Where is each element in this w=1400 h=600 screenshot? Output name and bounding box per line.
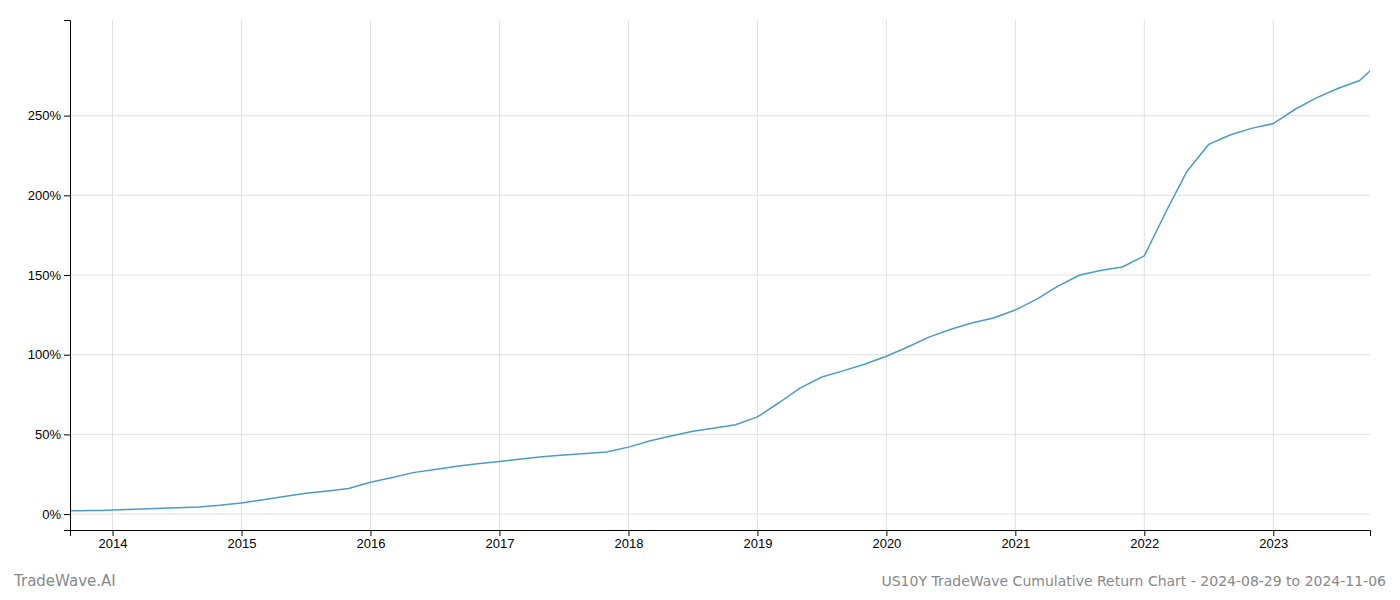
x-tick: 2021 — [1001, 530, 1030, 551]
y-tick-mark — [64, 514, 70, 515]
x-tick-label: 2018 — [614, 536, 643, 551]
y-tick: 100% — [28, 347, 70, 362]
x-tick-mark — [499, 530, 500, 536]
y-tick: 50% — [35, 427, 70, 442]
x-tick-label: 2015 — [228, 536, 257, 551]
grid-line — [70, 115, 1370, 116]
y-tick-mark — [64, 434, 70, 435]
y-tick-label: 100% — [28, 347, 62, 362]
x-tick-mark — [370, 530, 371, 536]
x-axis-line — [71, 531, 1371, 537]
x-tick-label: 2022 — [1130, 536, 1159, 551]
y-tick: 200% — [28, 188, 70, 203]
line — [70, 71, 1370, 511]
x-tick: 2018 — [614, 530, 643, 551]
y-tick-label: 150% — [28, 268, 62, 283]
y-tick: 0% — [42, 507, 70, 522]
y-tick-mark — [64, 355, 70, 356]
y-tick-label: 50% — [35, 427, 61, 442]
x-tick-label: 2017 — [486, 536, 515, 551]
x-tick: 2017 — [486, 530, 515, 551]
y-tick: 250% — [28, 108, 70, 123]
chart: 2014 2015 2016 2017 2018 2019 2020 2021 2022 2023… — [0, 0, 1400, 600]
y-tick-mark — [64, 275, 70, 276]
marks — [70, 71, 1370, 511]
x-tick-label: 2014 — [99, 536, 128, 551]
x-tick-mark — [1144, 530, 1145, 536]
x-tick-mark — [628, 530, 629, 536]
y-tick-label: 250% — [28, 108, 62, 123]
x-tick-label: 2023 — [1259, 536, 1288, 551]
x-tick: 2022 — [1130, 530, 1159, 551]
x-tick-mark — [886, 530, 887, 536]
y-tick-mark — [64, 116, 70, 117]
x-tick-label: 2016 — [357, 536, 386, 551]
x-tick: 2020 — [872, 530, 901, 551]
grid-line — [70, 514, 1370, 515]
x-tick: 2014 — [99, 530, 128, 551]
title: US10Y TradeWave Cumulative Return Chart … — [881, 573, 1386, 589]
y-tick-label: 0% — [42, 507, 61, 522]
plot: 2014 2015 2016 2017 2018 2019 2020 2021 2022 2023… — [28, 20, 1371, 551]
x-tick: 2019 — [743, 530, 772, 551]
y-tick: 150% — [28, 268, 70, 283]
x-tick-mark — [113, 530, 114, 536]
x-tick: 2015 — [228, 530, 257, 551]
grid-line — [70, 275, 1370, 276]
x-tick-label: 2021 — [1001, 536, 1030, 551]
watermark: TradeWave.AI — [13, 572, 116, 590]
y-axis-line — [64, 21, 71, 531]
grid-line — [70, 354, 1370, 355]
x-tick-label: 2020 — [872, 536, 901, 551]
x-tick-mark — [757, 530, 758, 536]
grid-line — [70, 434, 1370, 435]
y-tick-mark — [64, 195, 70, 196]
x-tick-mark — [1273, 530, 1274, 536]
x-axis: 2014 2015 2016 2017 2018 2019 2020 2021 2022 2023 — [71, 530, 1371, 551]
x-tick: 2023 — [1259, 530, 1288, 551]
x-tick: 2016 — [357, 530, 386, 551]
x-tick-mark — [1015, 530, 1016, 536]
y-tick-label: 200% — [28, 188, 62, 203]
x-tick-label: 2019 — [743, 536, 772, 551]
grid — [70, 20, 1370, 530]
y-axis: 0% 50% 100% 150% 200% 250% — [28, 21, 71, 531]
x-tick-mark — [242, 530, 243, 536]
